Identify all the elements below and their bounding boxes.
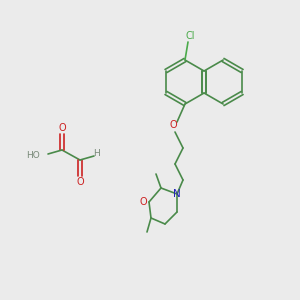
Text: O: O <box>58 123 66 133</box>
Text: O: O <box>139 197 147 207</box>
Text: H: H <box>93 148 99 158</box>
Text: Cl: Cl <box>185 31 195 41</box>
Text: HO: HO <box>26 152 40 160</box>
Text: O: O <box>76 177 84 187</box>
Text: O: O <box>169 120 177 130</box>
Text: N: N <box>173 189 181 199</box>
